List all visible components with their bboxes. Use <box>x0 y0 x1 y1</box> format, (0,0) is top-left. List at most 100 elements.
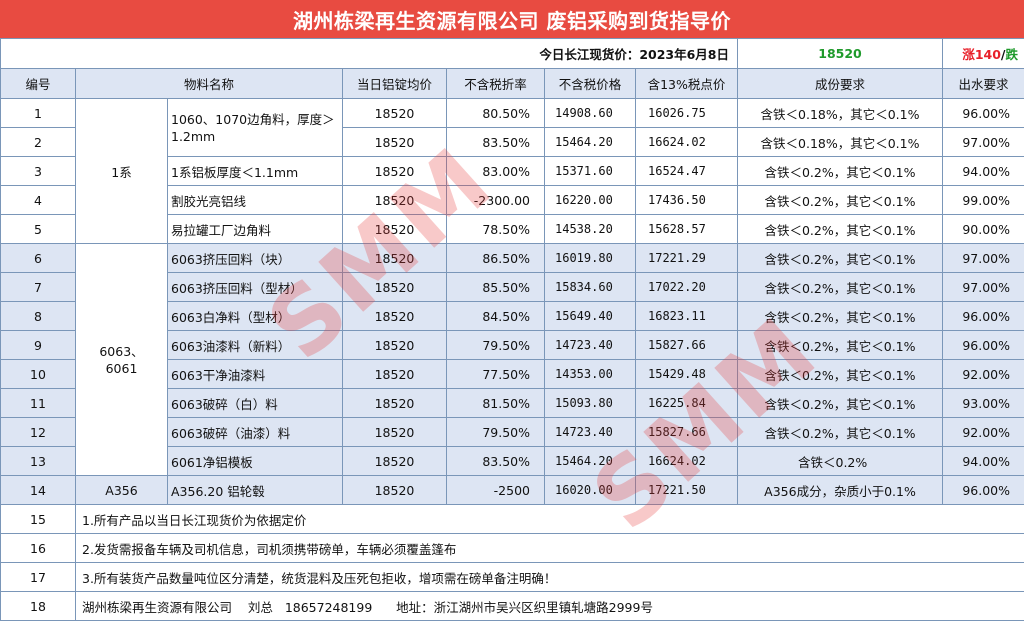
water-req: 94.00% <box>943 447 1024 476</box>
row-no: 1 <box>1 99 76 128</box>
price-table: 今日长江现货价：2023年6月8日 18520 涨140/跌 编号 物料名称 当… <box>0 38 1024 621</box>
change-up: 涨140 <box>962 47 1001 62</box>
taxed-price: 16225.84 <box>636 389 738 418</box>
material-name: 6063破碎（白）料 <box>168 389 343 418</box>
composition: 含铁＜0.2%，其它＜0.1% <box>738 360 943 389</box>
group-label-text: 6063、6061 <box>96 343 148 377</box>
pretax-price: 16220.00 <box>545 186 636 215</box>
pretax-price: 16020.00 <box>545 476 636 505</box>
avg-price: 18520 <box>343 186 447 215</box>
taxed-price: 17436.50 <box>636 186 738 215</box>
rate: -2500 <box>447 476 545 505</box>
row-no: 3 <box>1 157 76 186</box>
header-row: 编号 物料名称 当日铝锭均价 不含税折率 不含税价格 含13%税点价 成份要求 … <box>1 69 1024 99</box>
material-name: 割胶光亮铝线 <box>168 186 343 215</box>
composition: 含铁＜0.2%，其它＜0.1% <box>738 331 943 360</box>
water-req: 92.00% <box>943 418 1024 447</box>
water-req: 96.00% <box>943 302 1024 331</box>
row-no: 2 <box>1 128 76 157</box>
taxed-price: 16026.75 <box>636 99 738 128</box>
rate: 83.00% <box>447 157 545 186</box>
row-no: 15 <box>1 505 76 534</box>
header-material: 物料名称 <box>76 69 343 99</box>
pretax-price: 16019.80 <box>545 244 636 273</box>
avg-price: 18520 <box>343 360 447 389</box>
avg-price: 18520 <box>343 476 447 505</box>
avg-price: 18520 <box>343 302 447 331</box>
taxed-price: 15827.66 <box>636 418 738 447</box>
rate: 77.50% <box>447 360 545 389</box>
material-name: 易拉罐工厂边角料 <box>168 215 343 244</box>
avg-price: 18520 <box>343 418 447 447</box>
contact-text: 湖州栋梁再生资源有限公司 刘总 18657248199 地址：浙江湖州市吴兴区织… <box>76 592 1024 621</box>
water-req: 96.00% <box>943 476 1024 505</box>
spot-price-row: 今日长江现货价：2023年6月8日 18520 涨140/跌 <box>1 39 1024 69</box>
avg-price: 18520 <box>343 157 447 186</box>
header-rate: 不含税折率 <box>447 69 545 99</box>
pretax-price: 14538.20 <box>545 215 636 244</box>
change-down: 跌 <box>1005 47 1018 62</box>
row-no: 8 <box>1 302 76 331</box>
water-req: 96.00% <box>943 99 1024 128</box>
material-name: 6063挤压回料（型材） <box>168 273 343 302</box>
pretax-price: 15093.80 <box>545 389 636 418</box>
composition: 含铁＜0.2%，其它＜0.1% <box>738 215 943 244</box>
material-name: A356.20 铝轮毂 <box>168 476 343 505</box>
rate: -2300.00 <box>447 186 545 215</box>
header-pretax: 不含税价格 <box>545 69 636 99</box>
row-no: 6 <box>1 244 76 273</box>
rate: 81.50% <box>447 389 545 418</box>
material-name: 6061净铝模板 <box>168 447 343 476</box>
avg-price: 18520 <box>343 99 447 128</box>
water-req: 97.00% <box>943 128 1024 157</box>
taxed-price: 16823.11 <box>636 302 738 331</box>
water-req: 92.00% <box>943 360 1024 389</box>
composition: 含铁＜0.2%，其它＜0.1% <box>738 157 943 186</box>
material-name: 6063干净油漆料 <box>168 360 343 389</box>
table-row: 14 A356 A356.20 铝轮毂 18520 -2500 16020.00… <box>1 476 1024 505</box>
water-req: 97.00% <box>943 273 1024 302</box>
note-row: 17 3.所有装货产品数量吨位区分清楚，统货混料及压死包拒收，增项需在磅单备注明… <box>1 563 1024 592</box>
row-no: 5 <box>1 215 76 244</box>
pretax-price: 15371.60 <box>545 157 636 186</box>
avg-price: 18520 <box>343 447 447 476</box>
row-no: 10 <box>1 360 76 389</box>
note-text: 2.发货需报备车辆及司机信息，司机须携带磅单，车辆必须覆盖篷布 <box>76 534 1024 563</box>
row-no: 16 <box>1 534 76 563</box>
material-name: 1系铝板厚度＜1.1mm <box>168 157 343 186</box>
rate: 86.50% <box>447 244 545 273</box>
header-avg-price: 当日铝锭均价 <box>343 69 447 99</box>
rate: 83.50% <box>447 128 545 157</box>
table-row: 1 1系 1060、1070边角料，厚度＞1.2mm 18520 80.50% … <box>1 99 1024 128</box>
composition: 含铁＜0.2%，其它＜0.1% <box>738 418 943 447</box>
table-row: 6 6063、6061 6063挤压回料（块） 18520 86.50% 160… <box>1 244 1024 273</box>
spot-price-value: 18520 <box>738 39 943 69</box>
rate: 79.50% <box>447 331 545 360</box>
water-req: 94.00% <box>943 157 1024 186</box>
row-no: 11 <box>1 389 76 418</box>
rate: 78.50% <box>447 215 545 244</box>
avg-price: 18520 <box>343 215 447 244</box>
composition: 含铁＜0.2%，其它＜0.1% <box>738 273 943 302</box>
composition: 含铁＜0.2%，其它＜0.1% <box>738 244 943 273</box>
taxed-price: 17022.20 <box>636 273 738 302</box>
taxed-price: 15628.57 <box>636 215 738 244</box>
water-req: 96.00% <box>943 331 1024 360</box>
composition: 含铁＜0.18%，其它＜0.1% <box>738 128 943 157</box>
header-composition: 成份要求 <box>738 69 943 99</box>
composition: 含铁＜0.18%，其它＜0.1% <box>738 99 943 128</box>
rate: 79.50% <box>447 418 545 447</box>
note-row: 16 2.发货需报备车辆及司机信息，司机须携带磅单，车辆必须覆盖篷布 <box>1 534 1024 563</box>
header-no: 编号 <box>1 69 76 99</box>
group-label-a356: A356 <box>76 476 168 505</box>
material-name: 1060、1070边角料，厚度＞1.2mm <box>168 99 343 157</box>
composition: A356成分，杂质小于0.1% <box>738 476 943 505</box>
price-change: 涨140/跌 <box>943 39 1024 69</box>
page-title: 湖州栋梁再生资源有限公司 废铝采购到货指导价 <box>0 0 1024 38</box>
composition: 含铁＜0.2%，其它＜0.1% <box>738 302 943 331</box>
pretax-price: 14723.40 <box>545 418 636 447</box>
header-taxed: 含13%税点价 <box>636 69 738 99</box>
row-no: 18 <box>1 592 76 621</box>
avg-price: 18520 <box>343 389 447 418</box>
avg-price: 18520 <box>343 331 447 360</box>
